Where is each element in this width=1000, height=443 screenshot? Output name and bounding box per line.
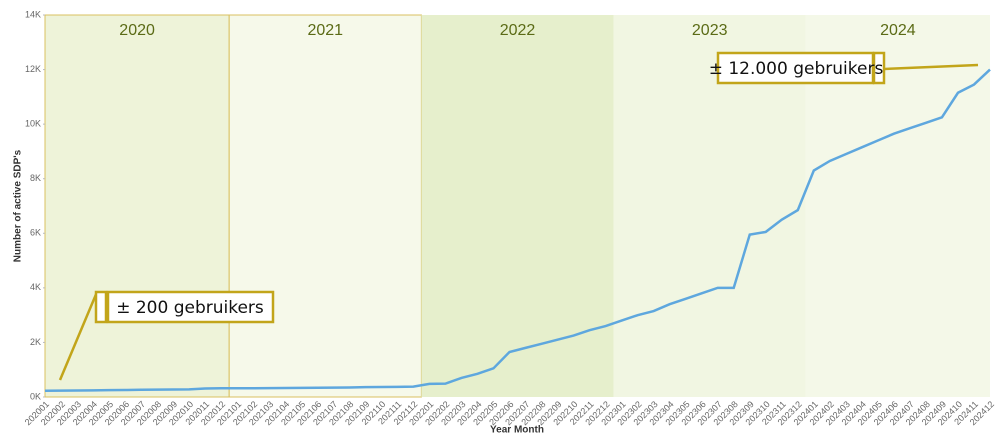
y-tick-label: 2K <box>30 337 41 347</box>
y-tick-label: 12K <box>25 64 41 74</box>
annotation: ± 200 gebruikers <box>58 290 275 381</box>
annotation-text: ± 200 gebruikers <box>116 298 264 318</box>
year-label: 2023 <box>692 22 728 39</box>
annotation-box <box>106 290 275 324</box>
y-tick-label: 10K <box>25 119 41 129</box>
y-tick-label: 14K <box>25 9 41 19</box>
year-bands: 2020 2021 2022 2023 2024 <box>44 14 990 398</box>
year-band <box>421 15 614 397</box>
plot <box>44 68 991 392</box>
annotation-arrow <box>58 291 99 381</box>
annotation: ± 12.000 gebruikers <box>709 51 979 85</box>
year-label: 2024 <box>880 22 916 39</box>
y-tick-label: 8K <box>30 173 41 183</box>
x-axis-title: Year Month <box>490 425 544 436</box>
year-band <box>228 14 422 398</box>
y-tick-label: 4K <box>30 282 41 292</box>
annotation-text: ± 12.000 gebruikers <box>709 59 884 79</box>
annotation-arrow <box>883 63 979 71</box>
data-line <box>44 68 991 392</box>
annotation-bracket <box>94 290 108 324</box>
year-label: 2021 <box>307 22 343 39</box>
year-label: 2020 <box>119 22 155 39</box>
y-axis-title: Number of active SDP's <box>13 149 24 262</box>
annotation-box <box>716 51 875 85</box>
year-label: 2022 <box>500 22 536 39</box>
y-tick-label: 6K <box>30 228 41 238</box>
year-band <box>44 14 230 398</box>
y-tick-label: 0K <box>30 391 41 401</box>
